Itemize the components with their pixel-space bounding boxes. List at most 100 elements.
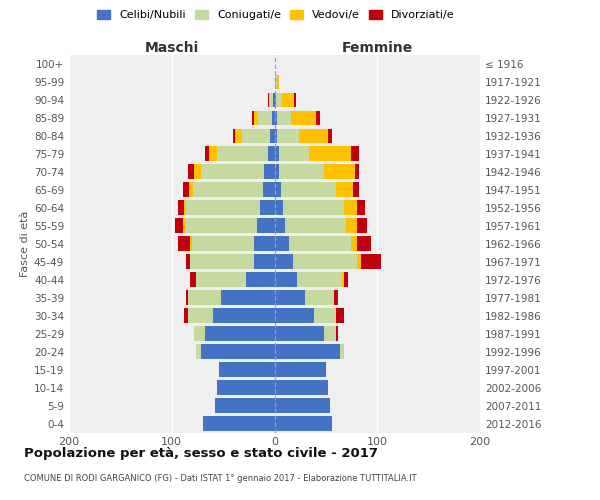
Bar: [217, 146, 268, 161]
Bar: [268, 92, 269, 108]
Bar: [336, 326, 338, 341]
Bar: [275, 326, 324, 341]
Bar: [334, 290, 338, 305]
Bar: [299, 128, 328, 144]
Bar: [178, 200, 184, 215]
Legend: Celibi/Nubili, Coniugati/e, Vedovi/e, Divorziati/e: Celibi/Nubili, Coniugati/e, Vedovi/e, Di…: [93, 6, 459, 25]
Bar: [324, 326, 336, 341]
Bar: [294, 92, 296, 108]
Bar: [275, 416, 332, 431]
Bar: [196, 344, 200, 359]
Bar: [275, 380, 328, 395]
Bar: [305, 290, 334, 305]
Bar: [275, 272, 297, 287]
Bar: [192, 236, 254, 251]
Bar: [221, 290, 275, 305]
Bar: [258, 110, 272, 126]
Bar: [275, 74, 277, 90]
Bar: [361, 254, 382, 269]
Bar: [217, 380, 275, 395]
Bar: [275, 128, 277, 144]
Bar: [257, 218, 275, 233]
Bar: [203, 416, 275, 431]
Bar: [310, 146, 350, 161]
Bar: [356, 236, 371, 251]
Bar: [190, 272, 196, 287]
Bar: [178, 236, 190, 251]
Bar: [350, 236, 357, 251]
Bar: [185, 218, 257, 233]
Bar: [277, 74, 278, 90]
Bar: [336, 182, 353, 197]
Bar: [328, 128, 332, 144]
Bar: [356, 254, 361, 269]
Bar: [254, 236, 275, 251]
Bar: [353, 182, 359, 197]
Bar: [356, 200, 365, 215]
Bar: [196, 272, 246, 287]
Bar: [275, 92, 281, 108]
Bar: [213, 308, 275, 323]
Bar: [274, 92, 275, 108]
Bar: [215, 398, 275, 413]
Bar: [272, 110, 275, 126]
Bar: [233, 128, 235, 144]
Bar: [344, 272, 349, 287]
Bar: [188, 164, 194, 179]
Bar: [289, 236, 350, 251]
Bar: [275, 236, 289, 251]
Bar: [356, 218, 367, 233]
Bar: [200, 164, 264, 179]
Bar: [314, 308, 336, 323]
Bar: [283, 200, 344, 215]
Bar: [275, 344, 340, 359]
Bar: [205, 146, 209, 161]
Bar: [346, 218, 356, 233]
Bar: [183, 182, 189, 197]
Bar: [277, 110, 291, 126]
Bar: [281, 92, 294, 108]
Bar: [190, 236, 193, 251]
Bar: [275, 182, 281, 197]
Bar: [350, 146, 359, 161]
Bar: [275, 218, 285, 233]
Bar: [205, 326, 275, 341]
Bar: [194, 164, 200, 179]
Bar: [275, 146, 278, 161]
Bar: [186, 254, 190, 269]
Bar: [194, 326, 205, 341]
Bar: [235, 128, 242, 144]
Bar: [316, 110, 320, 126]
Bar: [260, 200, 275, 215]
Bar: [340, 344, 344, 359]
Bar: [200, 344, 275, 359]
Bar: [269, 92, 274, 108]
Bar: [293, 254, 356, 269]
Text: Popolazione per età, sesso e stato civile - 2017: Popolazione per età, sesso e stato civil…: [24, 448, 378, 460]
Bar: [242, 128, 271, 144]
Bar: [291, 110, 316, 126]
Bar: [254, 110, 258, 126]
Bar: [190, 254, 254, 269]
Bar: [281, 182, 336, 197]
Bar: [343, 272, 344, 287]
Bar: [254, 254, 275, 269]
Bar: [184, 308, 188, 323]
Bar: [324, 164, 355, 179]
Text: COMUNE DI RODI GARGANICO (FG) - Dati ISTAT 1° gennaio 2017 - Elaborazione TUTTIT: COMUNE DI RODI GARGANICO (FG) - Dati IST…: [24, 474, 416, 483]
Bar: [268, 146, 275, 161]
Bar: [189, 182, 193, 197]
Bar: [297, 272, 343, 287]
Bar: [252, 110, 254, 126]
Y-axis label: Fasce di età: Fasce di età: [20, 210, 30, 277]
Bar: [344, 200, 356, 215]
Bar: [193, 182, 263, 197]
Bar: [336, 308, 344, 323]
Bar: [275, 110, 277, 126]
Bar: [186, 200, 260, 215]
Bar: [278, 146, 310, 161]
Bar: [278, 164, 324, 179]
Bar: [285, 218, 346, 233]
Bar: [209, 146, 217, 161]
Bar: [275, 200, 283, 215]
